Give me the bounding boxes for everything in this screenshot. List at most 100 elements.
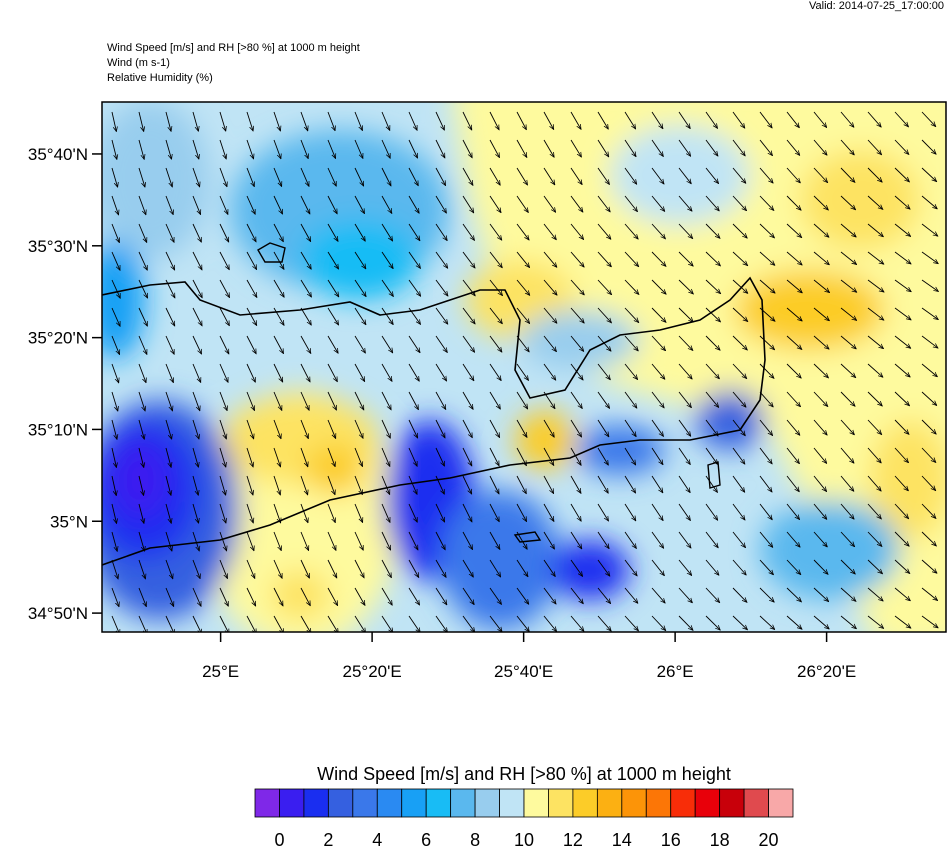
wind-arrow <box>597 531 609 549</box>
wind-arrow <box>408 167 418 186</box>
wind-arrow <box>813 531 827 547</box>
wind-arrow <box>381 279 393 296</box>
colorbar-swatch <box>376 788 403 818</box>
wind-arrow <box>705 419 718 436</box>
wind-arrow <box>462 167 473 185</box>
wind-arrow <box>165 363 173 383</box>
wind-arrow <box>192 335 202 354</box>
wind-arrow <box>273 307 284 325</box>
wind-arrow <box>597 587 611 604</box>
wind-arrow <box>921 531 936 546</box>
wind-arrow <box>435 531 445 550</box>
wind-arrow <box>246 111 253 131</box>
wind-arrow <box>138 167 145 187</box>
y-tick-label: 35°40'N <box>28 145 88 164</box>
wind-arrow <box>840 251 857 265</box>
wind-arrow <box>111 223 119 243</box>
wind-arrow <box>894 167 909 182</box>
title: Wind (m s-1) <box>107 57 170 69</box>
wind-arrow <box>489 447 499 466</box>
wind-arrow <box>894 559 910 574</box>
wind-arrow <box>165 111 171 131</box>
wind-arrow <box>759 531 773 547</box>
wind-arrow <box>678 615 693 630</box>
wind-arrow <box>246 195 256 214</box>
colorbar-tick-label: 8 <box>470 830 480 850</box>
wind-arrow <box>624 503 636 521</box>
y-tick-label: 34°50'N <box>28 604 88 623</box>
wind-arrow <box>246 335 256 354</box>
wind-arrow <box>786 503 800 520</box>
wind-arrow <box>921 139 936 154</box>
wind-arrow <box>165 251 176 270</box>
wind-arrow <box>624 447 636 465</box>
wind-arrow <box>246 139 254 159</box>
wind-arrow <box>624 139 636 157</box>
wind-arrow <box>489 167 500 185</box>
wind-arrow <box>570 447 581 465</box>
wind-arrow <box>219 419 226 439</box>
wind-arrow <box>408 503 418 522</box>
wind-arrow <box>381 335 393 353</box>
wind-arrow <box>786 559 801 575</box>
wind-arrow <box>651 587 665 603</box>
wind-arrow <box>435 195 446 213</box>
wind-arrow <box>462 223 474 240</box>
wind-arrow <box>300 111 308 131</box>
field <box>102 102 946 632</box>
wind-arrow <box>867 223 883 237</box>
wind-arrow <box>894 335 911 348</box>
wind-arrow <box>516 307 530 323</box>
wind-arrow <box>462 503 472 522</box>
wind-arrow <box>165 587 174 606</box>
wind-arrow <box>435 587 447 605</box>
wind-arrow <box>516 139 527 157</box>
y-tick-label: 35°20'N <box>28 329 88 348</box>
wind-arrow <box>165 559 173 579</box>
wind-arrow <box>408 139 418 158</box>
colorbar-swatch <box>719 788 745 818</box>
wind-arrow <box>489 615 502 632</box>
wind-arrow <box>327 531 336 550</box>
wind-arrow <box>462 475 473 494</box>
wind-arrow <box>327 195 337 214</box>
wind-arrow <box>813 419 827 435</box>
colorbar-tick-label: 10 <box>514 830 534 850</box>
wind-arrow <box>516 195 528 212</box>
wind-arrow <box>921 195 937 209</box>
wind-arrow <box>867 139 882 155</box>
wind-arrow <box>192 531 199 551</box>
wind-arrow <box>219 447 226 467</box>
y-tick-label: 35°10'N <box>28 420 88 439</box>
wind-arrow <box>327 475 335 495</box>
wind-arrow <box>840 391 855 406</box>
wind-arrow <box>651 167 664 184</box>
wind-arrow <box>867 475 881 491</box>
colorbar-swatch <box>596 788 623 818</box>
wind-arrow <box>381 615 393 632</box>
colorbar-swatch <box>523 788 549 818</box>
wind-arrow <box>273 419 281 439</box>
wind-arrow <box>813 111 827 127</box>
wind-arrow <box>327 251 339 269</box>
wind-arrow <box>354 587 365 605</box>
wind-arrow <box>651 363 665 379</box>
wind-arrow <box>408 335 420 353</box>
wind-arrow <box>840 139 854 155</box>
wind-arrow <box>354 223 365 241</box>
wind-arrow <box>408 475 418 494</box>
colorbar-swatch <box>401 788 427 818</box>
wind-arrow <box>813 307 829 321</box>
wind-arrow <box>273 587 283 606</box>
wind-arrow <box>867 167 882 182</box>
wind-arrow <box>570 559 583 576</box>
colorbar-tick-label: 2 <box>323 830 333 850</box>
wind-arrow <box>354 475 362 495</box>
wind-arrow <box>759 223 774 238</box>
wind-arrow <box>165 139 172 159</box>
wind-arrow <box>543 587 556 604</box>
wind-arrow <box>651 419 663 436</box>
wind-arrow <box>624 111 636 129</box>
title: Relative Humidity (%) <box>107 72 213 84</box>
wind-arrow <box>705 363 719 379</box>
